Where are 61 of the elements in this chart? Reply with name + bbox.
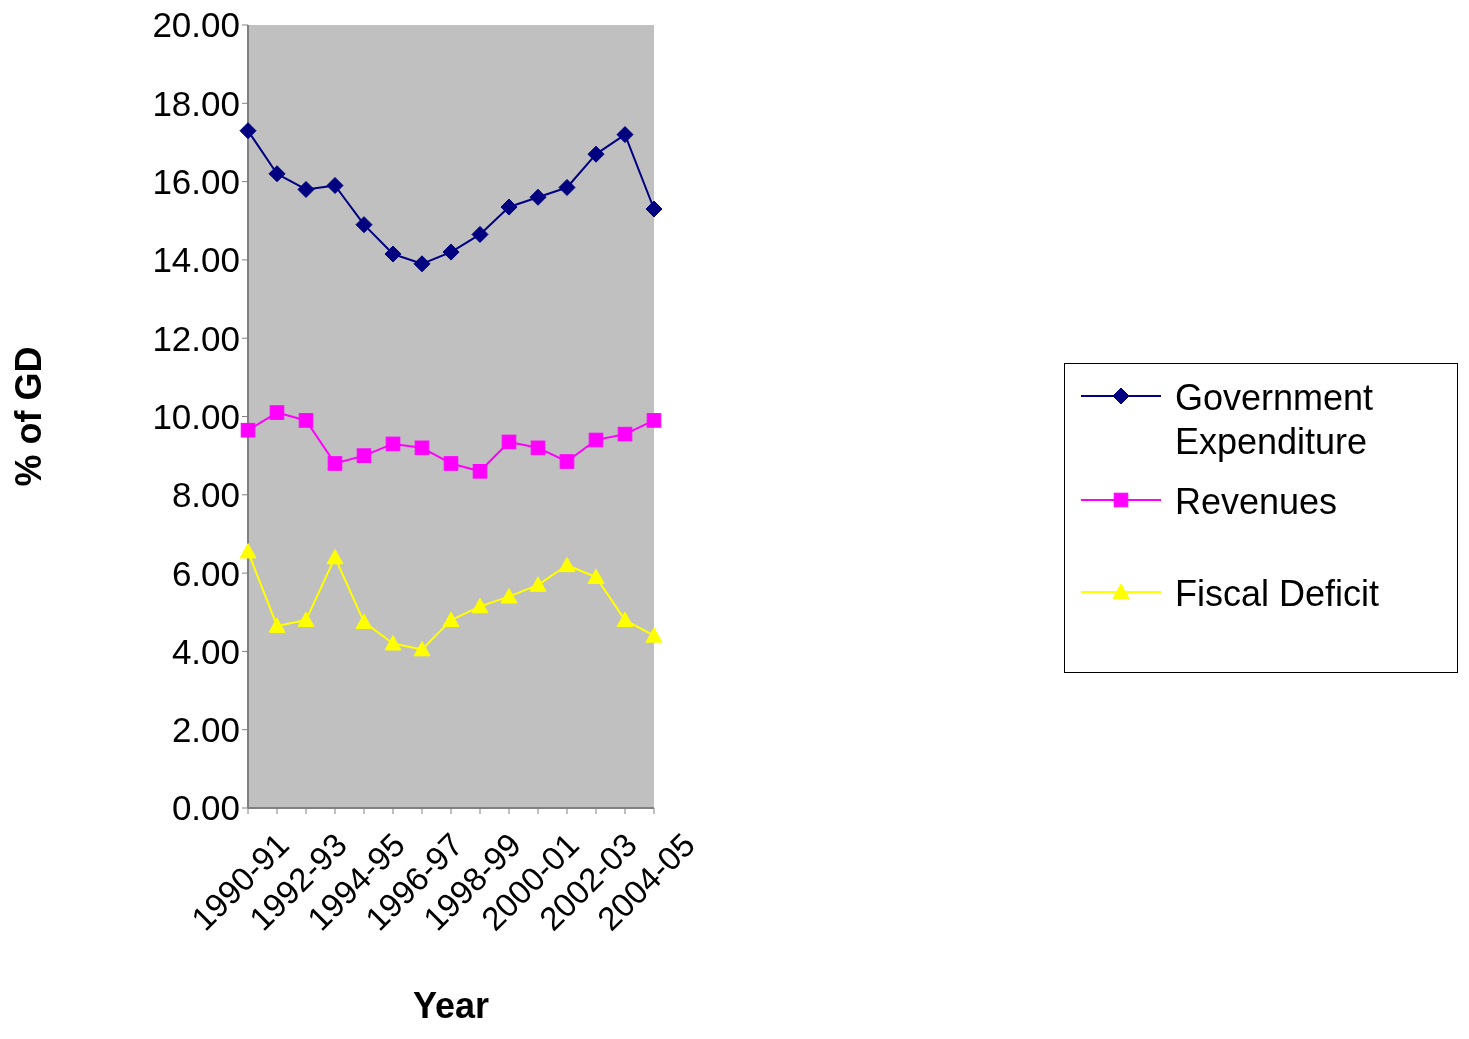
- y-tick-label: 10.00: [152, 396, 240, 436]
- point: [414, 440, 430, 456]
- point: [588, 432, 604, 448]
- point: [616, 611, 634, 627]
- point: [616, 126, 634, 144]
- point: [500, 198, 518, 216]
- point: [268, 165, 286, 183]
- point: [471, 597, 489, 614]
- point: [559, 454, 575, 469]
- point: [239, 543, 257, 559]
- point: [617, 426, 633, 442]
- point: [530, 440, 546, 456]
- point: [529, 188, 547, 206]
- point: [356, 448, 372, 463]
- y-tick-label: 14.00: [152, 240, 240, 280]
- y-tick-label: 20.00: [152, 5, 240, 45]
- point: [500, 588, 518, 604]
- y-tick-label: 6.00: [171, 553, 240, 593]
- point: [327, 456, 343, 471]
- point: [501, 434, 517, 450]
- point: [385, 436, 401, 452]
- point: [587, 145, 605, 163]
- point: [355, 216, 373, 234]
- y-tick-label: 8.00: [171, 475, 240, 515]
- y-tick-label: 12.00: [152, 318, 240, 358]
- point: [384, 635, 402, 651]
- point: [472, 464, 488, 479]
- point: [529, 576, 547, 592]
- point: [558, 178, 576, 196]
- point: [471, 225, 489, 243]
- point: [413, 255, 431, 273]
- y-tick-label: 0.00: [171, 788, 240, 828]
- y-tick-label: 4.00: [171, 631, 240, 671]
- x-axis-title: Year: [412, 985, 490, 1026]
- point: [645, 627, 663, 643]
- point: [298, 413, 314, 428]
- point: [443, 456, 459, 471]
- point: [413, 640, 431, 657]
- point: [442, 243, 460, 261]
- point: [645, 200, 663, 218]
- point: [587, 568, 605, 584]
- point: [269, 405, 285, 420]
- point: [326, 548, 344, 565]
- y-axis-title: % of GD: [7, 346, 49, 487]
- point: [442, 611, 460, 627]
- point: [297, 180, 315, 198]
- point: [297, 611, 315, 627]
- point: [646, 413, 662, 428]
- point: [239, 122, 257, 140]
- point: [384, 245, 402, 263]
- point: [558, 556, 576, 573]
- point: [355, 613, 373, 629]
- legend-label: Fiscal Deficit: [1175, 572, 1380, 616]
- legend-label: Government Expenditure: [1175, 376, 1375, 464]
- legend-label: Revenues: [1175, 480, 1338, 524]
- point: [326, 177, 344, 195]
- y-tick-label: 2.00: [171, 710, 240, 750]
- y-tick-label: 18.00: [152, 83, 240, 123]
- point: [240, 422, 256, 438]
- y-tick-label: 16.00: [152, 162, 240, 202]
- point: [268, 617, 286, 633]
